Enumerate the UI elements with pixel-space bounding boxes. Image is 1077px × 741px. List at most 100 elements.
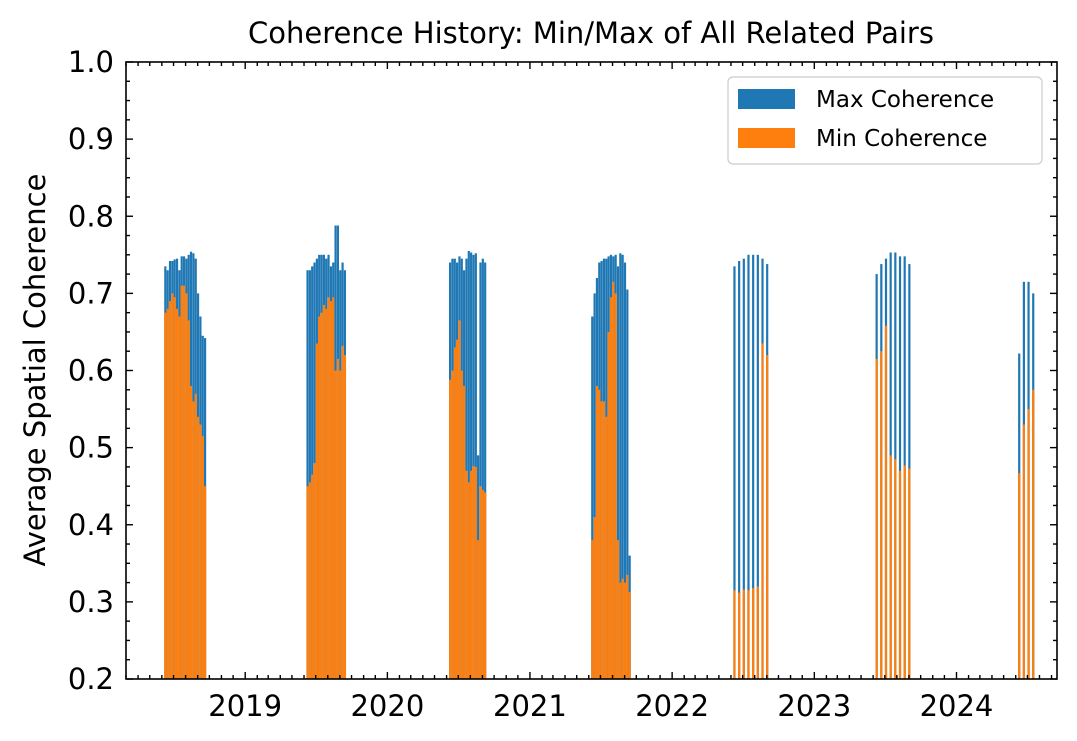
min-bar <box>761 343 764 679</box>
max-bar <box>470 252 473 679</box>
min-bar <box>332 297 335 679</box>
plot-frame <box>125 61 1058 680</box>
min-bar <box>343 355 347 679</box>
min-bar <box>182 285 186 679</box>
max-bar <box>619 253 622 679</box>
min-bar <box>894 459 897 679</box>
min-bar <box>479 486 482 679</box>
min-bar <box>628 591 631 679</box>
min-bar <box>173 297 176 679</box>
min-bar <box>884 325 888 679</box>
min-bar <box>614 293 617 679</box>
min-bar <box>1032 389 1035 679</box>
min-bar <box>311 474 314 679</box>
min-bar <box>898 470 902 679</box>
min-bar <box>451 370 454 679</box>
max-bar <box>591 316 594 679</box>
max-bar <box>474 253 477 679</box>
min-bar <box>621 578 624 679</box>
y-tick-label: 0.9 <box>68 122 114 156</box>
min-bar <box>315 343 318 679</box>
max-bar <box>481 258 484 679</box>
min-bar <box>199 424 202 679</box>
y-axis-label: Average Spatial Coherence <box>18 174 52 567</box>
min-bar <box>178 316 181 679</box>
min-bar <box>738 592 741 679</box>
max-bar <box>752 254 755 679</box>
legend-swatch-min <box>738 128 795 148</box>
min-bar <box>308 482 311 679</box>
min-bar <box>460 370 463 679</box>
min-bar <box>203 486 207 679</box>
x-tick-label: 2022 <box>635 689 709 723</box>
min-bar <box>742 589 745 679</box>
min-bar <box>327 297 330 679</box>
max-bar <box>898 256 902 679</box>
min-bar <box>449 379 452 679</box>
min-bar <box>470 470 473 679</box>
min-bar <box>201 436 204 679</box>
y-tick-label: 0.7 <box>68 276 114 310</box>
min-bar <box>168 301 172 679</box>
min-bar <box>185 293 188 679</box>
max-bar <box>484 262 487 679</box>
max-bar <box>621 254 624 679</box>
min-bar <box>619 582 622 679</box>
max-bar <box>311 266 314 679</box>
min-bar <box>766 355 769 679</box>
min-bar <box>1022 424 1025 679</box>
y-tick-label: 0.5 <box>68 431 114 465</box>
min-bar <box>607 331 610 679</box>
max-bar <box>467 250 470 679</box>
min-bar <box>602 401 606 679</box>
min-bar <box>612 281 615 679</box>
min-coherence-bars <box>164 281 1035 679</box>
min-bar <box>880 351 883 679</box>
max-bar <box>593 293 596 679</box>
min-bar <box>456 339 459 679</box>
legend-label-min: Min Coherence <box>816 126 987 152</box>
min-bar <box>747 590 750 679</box>
min-bar <box>322 304 325 679</box>
y-tick-label: 0.2 <box>68 662 114 696</box>
max-bar <box>465 258 468 679</box>
min-bar <box>189 385 193 679</box>
min-bar <box>756 586 759 679</box>
min-bar <box>166 308 169 679</box>
y-tick-label: 1.0 <box>68 45 114 79</box>
min-bar <box>180 285 183 679</box>
legend-label-max: Max Coherence <box>816 87 994 113</box>
max-bar <box>747 254 750 679</box>
min-bar <box>341 345 344 679</box>
min-bar <box>339 370 342 679</box>
max-bar <box>623 262 627 679</box>
x-tick-label: 2024 <box>920 689 994 723</box>
min-bar <box>175 308 179 679</box>
min-bar <box>465 470 468 679</box>
min-bar <box>598 389 601 679</box>
min-bar <box>889 455 892 679</box>
min-bar <box>318 316 321 679</box>
min-bar <box>164 312 167 679</box>
legend-box <box>727 76 1043 165</box>
min-bar <box>595 385 599 679</box>
legend: Max Coherence Min Coherence <box>727 76 1043 165</box>
min-bar <box>591 540 594 679</box>
min-bar <box>313 463 316 679</box>
min-bar <box>903 465 906 679</box>
y-tick-label: 0.8 <box>68 199 114 233</box>
min-bar <box>605 416 608 679</box>
max-bar <box>616 266 620 679</box>
min-bar <box>1018 473 1021 679</box>
max-bar <box>756 254 759 679</box>
min-bar <box>453 347 456 679</box>
y-tick-label: 0.4 <box>68 508 114 542</box>
min-bar <box>171 293 174 679</box>
min-bar <box>623 582 627 679</box>
min-bar <box>325 308 328 679</box>
min-bar <box>733 590 736 679</box>
max-bar <box>742 258 745 679</box>
max-bar <box>626 289 629 679</box>
max-bar <box>308 270 311 679</box>
